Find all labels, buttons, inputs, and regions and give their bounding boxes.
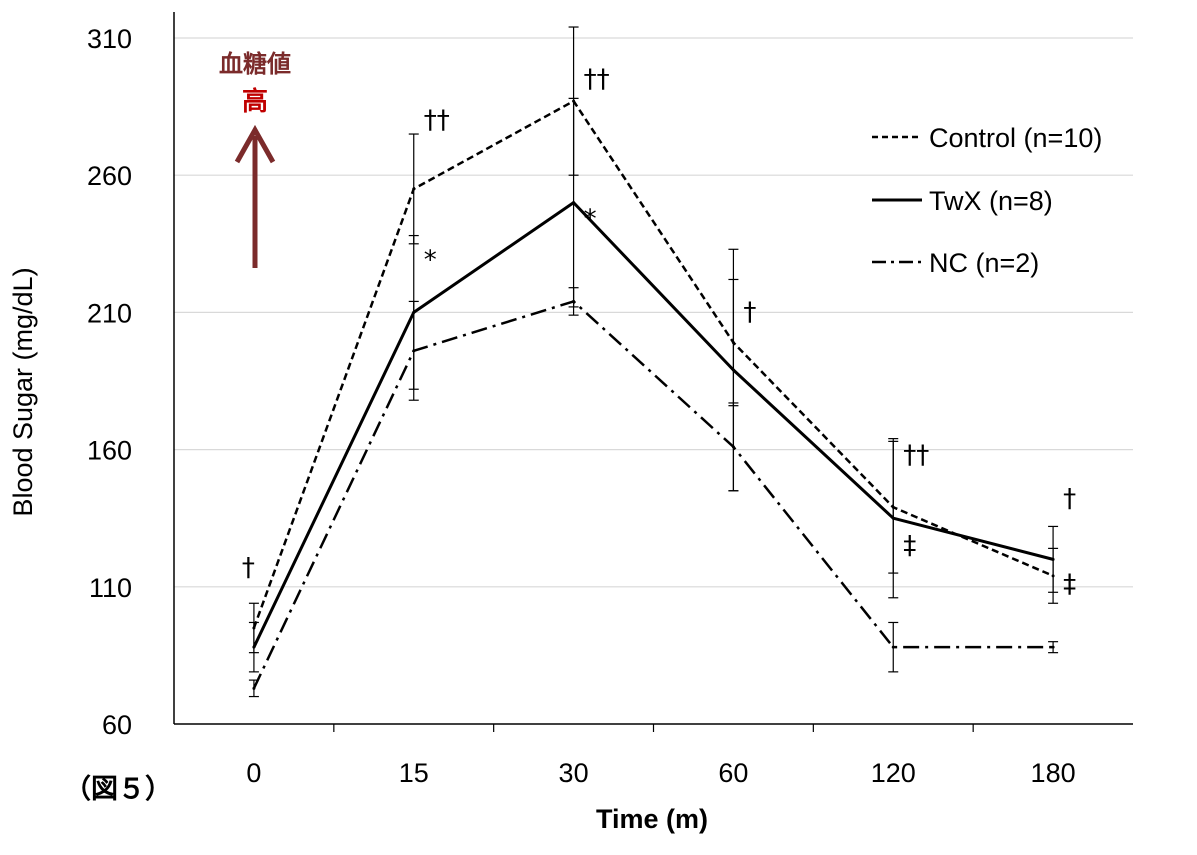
legend-label-control: Control (n=10) bbox=[929, 123, 1102, 153]
high-label: 高 bbox=[242, 86, 268, 117]
axes bbox=[173, 12, 1133, 732]
error-bar bbox=[888, 438, 899, 599]
y-axis-title: Blood Sugar (mg/dL) bbox=[8, 267, 38, 516]
significance-mark: † bbox=[242, 553, 255, 583]
y-tick-label: 110 bbox=[89, 573, 132, 603]
legend-label-nc: NC (n=2) bbox=[929, 248, 1039, 278]
significance-annotations: †††*††*†††‡†‡ bbox=[242, 64, 1076, 599]
y-tick-label: 260 bbox=[87, 161, 132, 191]
error-bar bbox=[248, 679, 259, 698]
error-bar bbox=[728, 402, 739, 492]
error-bar bbox=[1048, 525, 1059, 593]
y-tick-label: 160 bbox=[87, 436, 132, 466]
error-bars bbox=[248, 26, 1059, 698]
error-bar bbox=[568, 97, 579, 308]
up-arrow-icon bbox=[234, 124, 276, 164]
series-line-0 bbox=[252, 99, 1054, 629]
x-tick-label: 0 bbox=[246, 758, 261, 788]
x-tick-label: 15 bbox=[399, 758, 429, 788]
error-bar bbox=[408, 133, 419, 245]
x-tick-labels: 0 15 30 60 120 180 bbox=[246, 758, 1075, 788]
x-tick-label: 60 bbox=[718, 758, 748, 788]
high-blood-sugar-indicator: 血糖値 高 bbox=[219, 50, 291, 268]
x-tick-label: 180 bbox=[1031, 758, 1076, 788]
significance-mark: †† bbox=[584, 64, 610, 94]
significance-mark: * bbox=[424, 245, 437, 275]
grid-lines bbox=[174, 37, 1133, 588]
significance-mark: † bbox=[1063, 484, 1076, 514]
figure-label: （図５） bbox=[64, 774, 172, 805]
y-tick-label: 210 bbox=[87, 298, 132, 328]
series-lines bbox=[252, 99, 1055, 690]
error-bar bbox=[248, 621, 259, 673]
significance-mark: * bbox=[584, 204, 597, 234]
y-tick-label: 60 bbox=[102, 710, 132, 740]
significance-mark: ‡ bbox=[903, 531, 916, 561]
significance-mark: ‡ bbox=[1063, 569, 1076, 599]
x-axis-title: Time (m) bbox=[596, 804, 708, 834]
x-tick-label: 30 bbox=[559, 758, 589, 788]
significance-mark: † bbox=[743, 298, 756, 328]
y-tick-label: 310 bbox=[87, 24, 132, 54]
legend: Control (n=10) TwX (n=8) NC (n=2) bbox=[872, 123, 1102, 278]
legend-label-twx: TwX (n=8) bbox=[929, 186, 1053, 216]
error-bar bbox=[888, 621, 899, 673]
series-line-1 bbox=[252, 201, 1054, 648]
error-bar bbox=[408, 300, 419, 401]
series-line-2 bbox=[252, 300, 1054, 689]
x-tick-label: 120 bbox=[871, 758, 916, 788]
significance-mark: †† bbox=[424, 106, 450, 136]
error-bar bbox=[1048, 641, 1059, 654]
significance-mark: †† bbox=[903, 440, 929, 470]
y-tick-labels: 60 110 160 210 260 310 bbox=[87, 24, 132, 740]
blood-sugar-label: 血糖値 bbox=[219, 50, 291, 78]
error-bar bbox=[568, 287, 579, 316]
